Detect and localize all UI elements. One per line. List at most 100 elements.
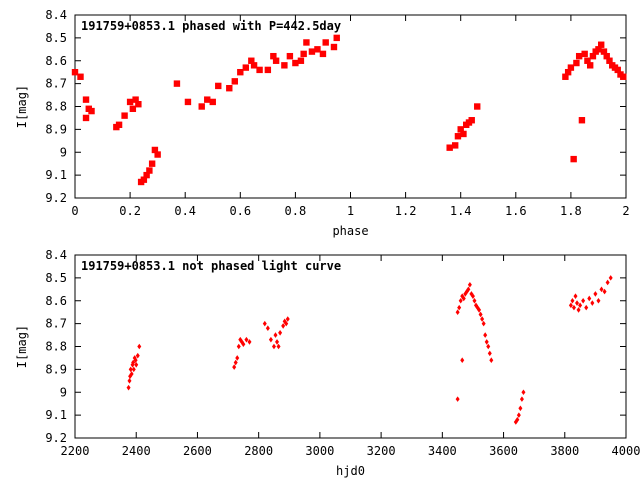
data-point [154, 151, 161, 158]
data-point [481, 320, 486, 327]
data-point [614, 66, 621, 74]
data-point [460, 130, 467, 138]
x-tick-label: 3200 [367, 444, 396, 458]
y-tick-label: 8.7 [45, 77, 67, 91]
phased-light-curve-panel: 0 0.2 0.4 0.6 0.8 1 1.2 1.4 1.6 1.8 2 8.4 8.5 8.6 8.7 8… [15, 8, 630, 238]
data-point [286, 52, 294, 60]
x-tick-label: 2200 [61, 444, 90, 458]
data-point [464, 288, 469, 295]
x-tick-label: 1.8 [560, 204, 582, 218]
data-point [88, 107, 95, 115]
data-point [151, 146, 159, 154]
data-point [143, 171, 150, 179]
data-point [454, 133, 462, 140]
data-point [587, 295, 592, 302]
data-point [272, 57, 280, 64]
unphased-y-axis-label: I[mag] [15, 325, 29, 368]
data-point [489, 357, 494, 364]
data-point [484, 339, 489, 345]
y-tick-label: 9 [60, 385, 67, 399]
data-point [578, 117, 586, 124]
data-point [575, 52, 583, 60]
data-point [521, 389, 526, 396]
data-point [602, 288, 607, 295]
data-point [319, 50, 327, 58]
data-point [173, 80, 181, 87]
data-point [483, 332, 488, 338]
unphased-data-points [126, 275, 613, 425]
data-point [593, 291, 598, 297]
phased-x-axis-label: phase [332, 224, 368, 238]
x-tick-label: 1 [347, 204, 354, 218]
data-point [457, 126, 464, 133]
x-tick-label: 1.6 [505, 204, 527, 218]
data-point [568, 302, 573, 309]
unphased-plot-frame [74, 254, 627, 439]
data-point [135, 352, 140, 359]
data-point [620, 73, 627, 80]
unphased-plot-title: 191759+0853.1 not phased light curve [81, 259, 341, 273]
data-point [573, 59, 580, 67]
x-tick-label: 2 [622, 204, 629, 218]
data-point [127, 378, 132, 384]
y-tick-label: 8.7 [45, 317, 67, 331]
data-point [292, 59, 299, 67]
data-point [264, 66, 272, 74]
data-point [204, 96, 211, 103]
y-tick-label: 8.8 [45, 100, 67, 114]
data-point [265, 325, 270, 331]
x-tick-label: 0.6 [229, 204, 251, 218]
data-point [148, 160, 156, 167]
data-point [126, 384, 131, 391]
y-tick-label: 9.1 [45, 168, 67, 182]
data-point [477, 307, 482, 313]
data-point [314, 46, 321, 53]
x-tick-label: 2600 [183, 444, 212, 458]
data-point [463, 291, 468, 297]
data-point [235, 355, 240, 361]
data-point [184, 98, 192, 106]
unphased-light-curve-panel: 2200 2400 2600 2800 3000 3200 3400 3600 3800 4000… [15, 248, 640, 478]
data-point [146, 167, 153, 174]
y-tick-label: 9.2 [45, 191, 67, 205]
phased-ticks: 0 0.2 0.4 0.6 0.8 1 1.2 1.4 1.6 1.8 2 8.4 8.5 8.6 8.7 8… [45, 8, 629, 218]
data-point [247, 339, 252, 345]
data-point [455, 309, 460, 315]
data-point [256, 66, 263, 74]
data-point [121, 112, 128, 119]
y-tick-label: 8.9 [45, 362, 67, 376]
phased-plot-frame [74, 14, 627, 199]
data-point [567, 64, 575, 71]
data-point [128, 366, 133, 373]
y-tick-label: 8.9 [45, 122, 67, 136]
data-point [276, 343, 281, 350]
data-point [333, 34, 340, 42]
data-point [284, 320, 289, 327]
data-point [487, 350, 492, 357]
data-point [71, 68, 79, 76]
data-point [131, 366, 136, 373]
unphased-ticks: 2200 2400 2600 2800 3000 3200 3400 3600 3800 4000… [45, 248, 640, 458]
data-point [300, 50, 307, 58]
y-tick-label: 9.1 [45, 408, 67, 422]
data-point [244, 336, 249, 343]
y-tick-label: 8.6 [45, 54, 67, 68]
data-point [271, 343, 276, 350]
data-point [466, 286, 471, 293]
data-point [198, 103, 205, 110]
data-point [285, 316, 290, 322]
data-point [137, 343, 142, 350]
data-point [581, 50, 588, 58]
data-point [576, 307, 581, 313]
x-tick-label: 3000 [305, 444, 334, 458]
phased-y-axis-label: I[mag] [15, 85, 29, 128]
data-point [589, 52, 597, 60]
data-point [281, 62, 288, 69]
data-point [562, 73, 569, 80]
data-point [135, 101, 142, 108]
y-tick-label: 8.8 [45, 340, 67, 354]
data-point [278, 329, 283, 336]
data-point [590, 300, 595, 306]
data-point [575, 300, 580, 306]
data-point [77, 73, 84, 80]
